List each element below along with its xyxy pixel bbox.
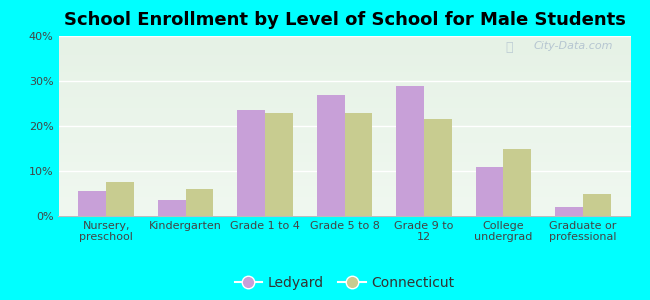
Bar [555, 207, 583, 216]
Text: ⓘ: ⓘ [506, 41, 514, 54]
Bar [79, 191, 106, 216]
Bar [158, 200, 186, 216]
Legend: Ledyard, Connecticut: Ledyard, Connecticut [229, 270, 460, 296]
Bar [396, 85, 424, 216]
Bar [265, 112, 293, 216]
Bar [186, 189, 213, 216]
Text: City-Data.com: City-Data.com [534, 41, 614, 51]
Bar [476, 167, 503, 216]
Bar [106, 182, 134, 216]
Bar [424, 119, 452, 216]
Bar [237, 110, 265, 216]
Bar [583, 194, 610, 216]
Title: School Enrollment by Level of School for Male Students: School Enrollment by Level of School for… [64, 11, 625, 29]
Bar [317, 94, 345, 216]
Bar [503, 148, 531, 216]
Bar [344, 112, 372, 216]
